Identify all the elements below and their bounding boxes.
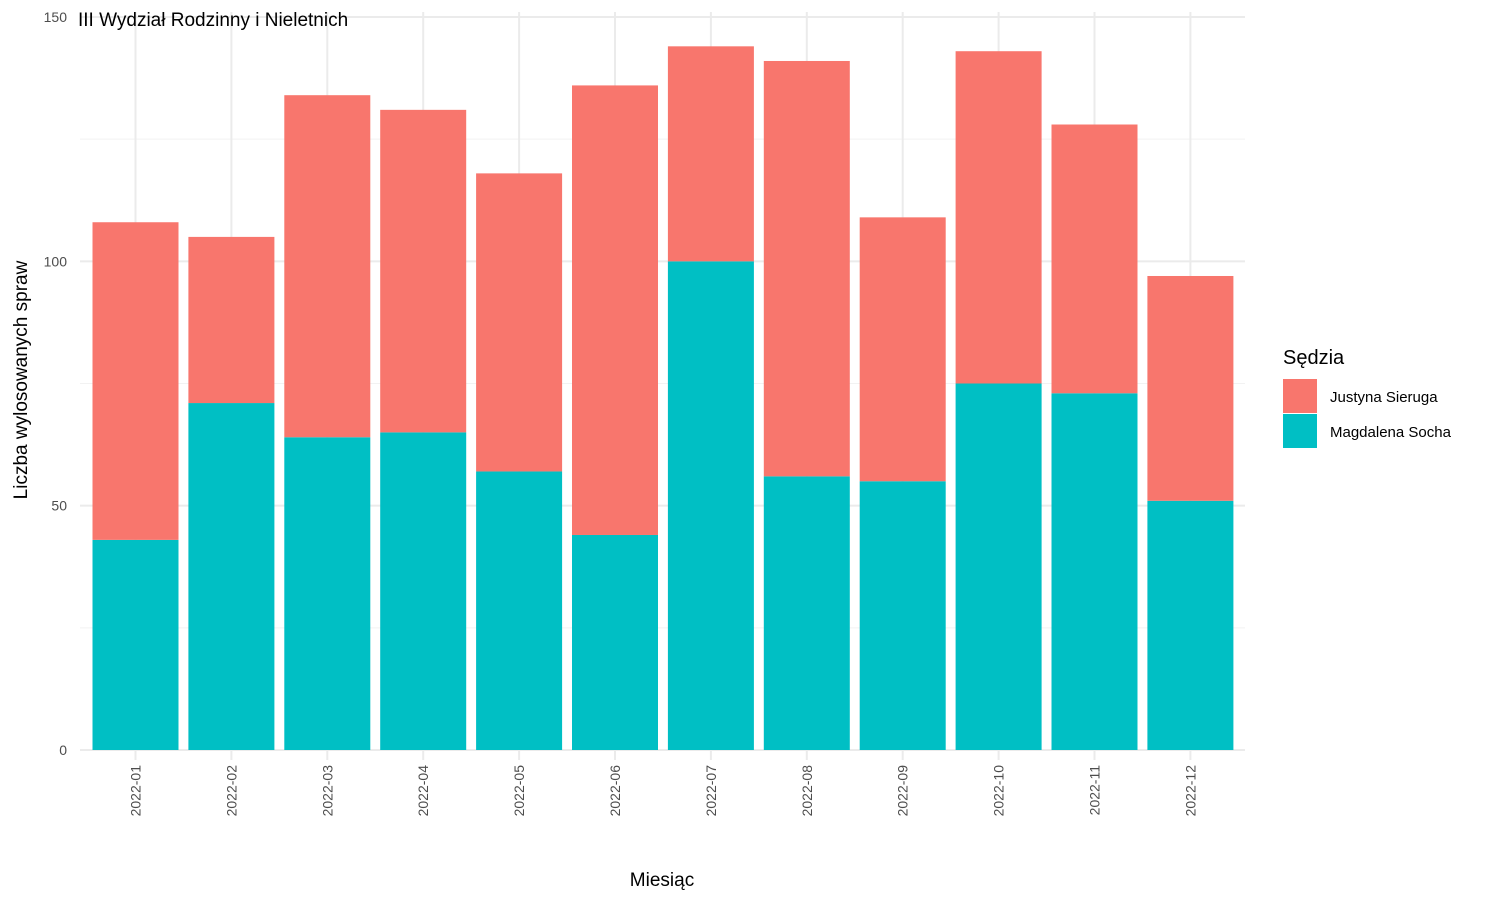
- x-tick-label: 2022-01: [128, 765, 144, 817]
- x-tick-label: 2022-08: [799, 765, 815, 817]
- bar-2022-02-justyna-sieruga: [188, 236, 275, 404]
- chart-annotation: III Wydział Rodzinny i Nieletnich: [78, 10, 348, 31]
- y-axis-ticks: 0 50 100 150: [44, 9, 68, 758]
- legend-swatch: [1283, 379, 1317, 413]
- x-tick-label: 2022-04: [415, 765, 431, 817]
- bar-2022-05-magdalena-socha: [476, 471, 563, 750]
- bar-2022-09-justyna-sieruga: [859, 217, 946, 482]
- bar-2022-04-justyna-sieruga: [380, 109, 467, 433]
- bar-2022-01-magdalena-socha: [92, 539, 179, 750]
- y-tick-label: 50: [51, 498, 67, 514]
- x-tick-label: 2022-02: [223, 765, 239, 817]
- bar-2022-05-justyna-sieruga: [476, 173, 563, 472]
- bar-2022-04-magdalena-socha: [380, 432, 467, 750]
- bar-2022-10-justyna-sieruga: [955, 51, 1042, 384]
- x-axis-ticks: 2022-01 2022-02 2022-03 2022-04 2022-05 2022-…: [128, 765, 1199, 817]
- bar-2022-02-magdalena-socha: [188, 403, 275, 750]
- bar-2022-09-magdalena-socha: [859, 481, 946, 750]
- bar-2022-07-magdalena-socha: [667, 261, 754, 750]
- bar-2022-08-magdalena-socha: [763, 476, 850, 750]
- x-tick-label: 2022-06: [607, 765, 623, 817]
- legend-swatch: [1283, 414, 1317, 448]
- y-axis-title: Liczba wylosowanych spraw: [11, 260, 32, 499]
- x-axis-title: Miesiąc: [630, 870, 694, 891]
- x-tick-label: 2022-10: [991, 765, 1007, 817]
- legend-label: Magdalena Socha: [1330, 424, 1452, 441]
- bar-2022-10-magdalena-socha: [955, 383, 1042, 750]
- bar-2022-07-justyna-sieruga: [667, 46, 754, 262]
- y-tick-label: 150: [44, 9, 68, 25]
- x-tick-label: 2022-07: [703, 765, 719, 817]
- y-tick-label: 0: [59, 742, 67, 758]
- legend: Sędzia Justyna Sieruga Magdalena Socha: [1283, 347, 1452, 448]
- bar-2022-11-magdalena-socha: [1051, 393, 1138, 750]
- x-tick-label: 2022-05: [511, 765, 527, 817]
- bar-2022-01-justyna-sieruga: [92, 222, 179, 540]
- bar-2022-08-justyna-sieruga: [763, 60, 850, 477]
- x-tick-label: 2022-12: [1182, 765, 1198, 817]
- bar-2022-06-magdalena-socha: [572, 534, 658, 750]
- bars: [92, 46, 1234, 750]
- x-tick-label: 2022-11: [1087, 765, 1103, 816]
- bar-2022-03-justyna-sieruga: [284, 95, 371, 438]
- x-tick-label: 2022-09: [895, 765, 911, 817]
- bar-2022-06-justyna-sieruga: [572, 85, 658, 535]
- bar-2022-11-justyna-sieruga: [1051, 124, 1138, 394]
- legend-label: Justyna Sieruga: [1330, 389, 1438, 406]
- y-tick-label: 100: [44, 253, 68, 269]
- bar-2022-03-magdalena-socha: [284, 437, 371, 750]
- bar-2022-12-magdalena-socha: [1147, 500, 1234, 750]
- legend-title: Sędzia: [1283, 347, 1345, 369]
- legend-items: Justyna Sieruga Magdalena Socha: [1283, 379, 1452, 448]
- x-tick-label: 2022-03: [319, 765, 335, 817]
- bar-2022-12-justyna-sieruga: [1147, 275, 1234, 501]
